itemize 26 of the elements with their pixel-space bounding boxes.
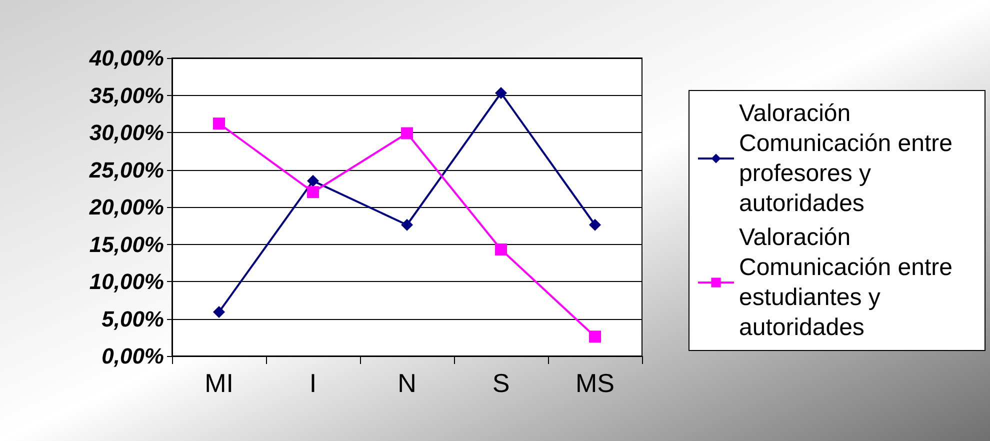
y-tick-label: 10,00% [89,269,164,294]
x-tick-label: N [398,368,416,398]
point [213,306,225,318]
y-tick-label: 15,00% [89,232,164,257]
y-tick-label: 25,00% [88,157,164,182]
y-tick-label: 20,00% [88,194,164,220]
x-tick-label: S [492,368,510,398]
y-tick-label: 30,00% [89,120,164,145]
y-tick-label: 5,00% [102,306,164,332]
x-tick-label: I [309,368,317,398]
legend-label: Valoración Comunicación entre profesores y autoridades [739,100,960,217]
point [307,186,319,198]
y-tick-label: 0,00% [102,344,164,368]
y-tick-label: 40,00% [88,46,164,70]
point [589,218,601,231]
legend-label: Valoración Comunicación entre estudiantes y autoridades [739,224,960,341]
point [213,118,225,130]
point [495,87,507,100]
point [401,127,413,140]
point [307,174,319,187]
x-tick-label: MI [204,368,234,398]
point [495,243,507,256]
point [589,330,601,343]
point [401,218,413,231]
x-tick-label: MS [576,368,614,398]
y-tick-label: 35,00% [89,82,164,108]
